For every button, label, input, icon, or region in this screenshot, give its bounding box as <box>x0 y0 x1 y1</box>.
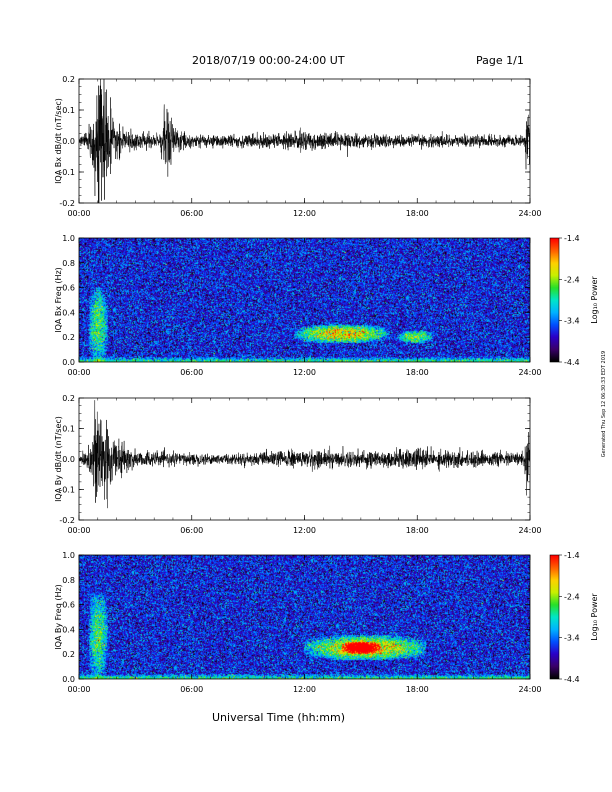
colorbar-frame <box>549 237 560 363</box>
x-tick-label: 00:00 <box>67 209 90 218</box>
colorbar-tick-label: -2.4 <box>564 275 580 284</box>
colorbar-tick-label: -1.4 <box>564 234 580 243</box>
x-tick-label: 24:00 <box>518 209 541 218</box>
y-tick-label: 1.0 <box>62 234 75 243</box>
y-tick-label: 0.8 <box>62 576 75 585</box>
colorbar-frame <box>549 554 560 680</box>
panel-4-axes: 1.0 0.8 0.6 0.4 0.2 0.000:00 06:00 12:00 18:00 24… <box>54 551 542 694</box>
panel-frame <box>78 237 531 363</box>
panel-1-axes: 0.2 0.1 0.0 -0.1 -0.200:00 06:00 12:00 18:00 24:… <box>54 75 542 218</box>
x-tick-label: 18:00 <box>406 368 429 377</box>
date-range-title: 2018/07/19 00:00-24:00 UT <box>192 54 345 67</box>
x-tick-label: 06:00 <box>180 368 203 377</box>
x-tick-label: 12:00 <box>293 526 316 535</box>
panel-frame <box>78 554 531 680</box>
x-tick-label: 06:00 <box>180 209 203 218</box>
y-tick-label: -0.1 <box>59 168 75 177</box>
y-axis-label: IQA Bx Freq (Hz) <box>54 267 63 333</box>
x-tick-label: 18:00 <box>406 209 429 218</box>
y-tick-label: 1.0 <box>62 551 75 560</box>
colorbar-1-axis: -1.4 -2.4 -3.4 -4.4 Log₁₀ Power <box>549 234 599 367</box>
y-tick-label: 0.2 <box>62 650 75 659</box>
y-tick-label: 0.2 <box>62 333 75 342</box>
y-axis-label: IQA By dB/dt (nT/sec) <box>54 416 63 502</box>
by-spectrogram <box>79 555 530 679</box>
y-tick-label: 0.4 <box>62 625 75 634</box>
x-tick-label: 12:00 <box>293 368 316 377</box>
y-axis-label: IQA By Freq (Hz) <box>54 584 63 650</box>
colorbar-tick-label: -4.4 <box>564 358 580 367</box>
y-tick-label: 0.0 <box>62 137 75 146</box>
x-tick-label: 24:00 <box>518 368 541 377</box>
y-tick-label: -0.1 <box>59 486 75 495</box>
y-tick-label: 0.6 <box>62 601 75 610</box>
x-tick-label: 24:00 <box>518 685 541 694</box>
y-tick-label: 0.0 <box>62 675 75 684</box>
x-tick-label: 12:00 <box>293 209 316 218</box>
x-tick-label: 00:00 <box>67 526 90 535</box>
colorbar-2-axis: -1.4 -2.4 -3.4 -4.4 Log₁₀ Power <box>549 551 599 684</box>
x-tick-label: 00:00 <box>67 368 90 377</box>
y-tick-label: 0.2 <box>62 75 75 84</box>
x-tick-label: 00:00 <box>67 685 90 694</box>
series-line <box>79 79 530 203</box>
y-tick-label: 0.1 <box>62 425 75 434</box>
y-tick-label: 0.8 <box>62 259 75 268</box>
x-tick-label: 24:00 <box>518 526 541 535</box>
y-tick-label: 0.1 <box>62 106 75 115</box>
y-tick-label: -0.2 <box>59 199 75 208</box>
y-tick-label: 0.4 <box>62 308 75 317</box>
series-line <box>79 400 530 509</box>
colorbar-tick-label: -3.4 <box>564 317 580 326</box>
x-tick-label: 06:00 <box>180 526 203 535</box>
colorbar-title: Log₁₀ Power <box>590 593 599 641</box>
x-tick-label: 12:00 <box>293 685 316 694</box>
y-tick-label: -0.2 <box>59 516 75 525</box>
x-tick-label: 06:00 <box>180 685 203 694</box>
panel-2-axes: 1.0 0.8 0.6 0.4 0.2 0.000:00 06:00 12:00 18:00 24… <box>54 234 542 377</box>
panel-3-axes: 0.2 0.1 0.0 -0.1 -0.200:00 06:00 12:00 18:00 24:… <box>54 394 542 535</box>
x-tick-label: 18:00 <box>406 685 429 694</box>
y-tick-label: 0.0 <box>62 358 75 367</box>
colorbar-title: Log₁₀ Power <box>590 276 599 324</box>
y-tick-label: 0.6 <box>62 284 75 293</box>
y-tick-label: 0.0 <box>62 455 75 464</box>
x-tick-label: 18:00 <box>406 526 429 535</box>
colorbar-tick-label: -2.4 <box>564 592 580 601</box>
y-tick-label: 0.2 <box>62 394 75 403</box>
colorbar-bx <box>550 238 559 362</box>
x-axis-label: Universal Time (hh:mm) <box>212 711 345 724</box>
y-axis-label: IQA Bx dB/dt (nT/sec) <box>54 98 63 184</box>
colorbar-tick-label: -3.4 <box>564 634 580 643</box>
colorbar-by <box>550 555 559 679</box>
generated-timestamp: Generated Thu Sep 12 06:30:33 EDT 2019 <box>601 350 607 458</box>
page-indicator: Page 1/1 <box>476 54 524 67</box>
colorbar-tick-label: -1.4 <box>564 551 580 560</box>
colorbar-tick-label: -4.4 <box>564 675 580 684</box>
bx-spectrogram <box>79 238 530 362</box>
